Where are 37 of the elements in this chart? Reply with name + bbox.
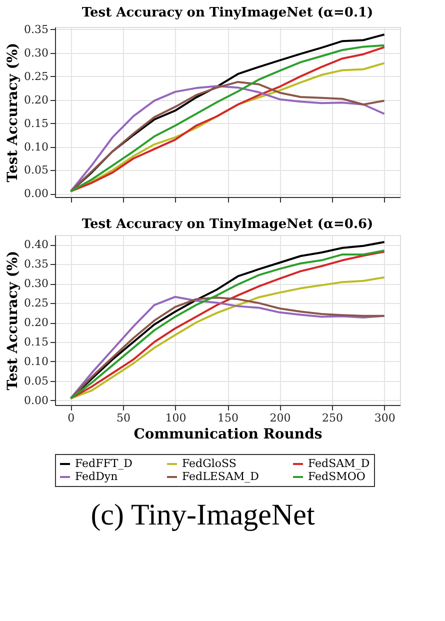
y-axis-title: Test Accuracy (%) — [5, 250, 22, 390]
y-tick-label: 0.00 — [24, 394, 48, 407]
line-series — [70, 276, 386, 400]
legend-label: FedDyn — [75, 470, 118, 483]
x-tick-label: 200 — [270, 412, 291, 424]
y-tick-label: 0.25 — [24, 296, 48, 310]
chart-title: Test Accuracy on TinyImageNet (α=0.6) — [82, 217, 374, 232]
y-tick-label: 0.40 — [24, 238, 48, 252]
y-tick-label: 0.30 — [24, 46, 48, 60]
legend-label: FedGloSS — [182, 457, 236, 470]
legend-label: FedSAM_D — [308, 457, 370, 470]
y-tick-label: 0.20 — [24, 93, 48, 106]
x-tick-label: 150 — [218, 412, 238, 424]
y-tick-label: 0.00 — [24, 187, 48, 200]
legend-label: FedLESAM_D — [182, 470, 260, 483]
x-tick-label: 0 — [68, 412, 75, 424]
y-tick-label: 0.15 — [24, 116, 48, 130]
y-tick-label: 0.20 — [24, 316, 48, 330]
y-axis-title: Test Accuracy (%) — [5, 42, 22, 182]
text: (c) Tiny-ImageNet — [90, 498, 316, 532]
y-tick-label: 0.05 — [24, 374, 48, 388]
y-tick-label: 0.15 — [24, 335, 48, 348]
y-tick-label: 0.35 — [24, 258, 48, 271]
chart-title: Test Accuracy on TinyImageNet (α=0.1) — [82, 5, 374, 20]
y-tick-label: 0.05 — [24, 164, 48, 177]
y-tick-label: 0.25 — [24, 70, 48, 83]
y-tick-label: 0.10 — [24, 354, 48, 368]
legend-label: FedFFT_D — [75, 457, 133, 470]
x-tick-label: 300 — [374, 412, 396, 424]
x-tick-label: 250 — [322, 412, 344, 424]
x-tick-label: 50 — [116, 412, 130, 424]
legend-label: FedSMOO — [308, 470, 366, 483]
y-tick-label: 0.30 — [24, 277, 48, 290]
x-tick-label: 100 — [165, 412, 186, 424]
y-tick-label: 0.10 — [24, 140, 48, 154]
x-axis-title: Communication Rounds — [134, 426, 322, 442]
y-tick-label: 0.35 — [24, 22, 48, 36]
